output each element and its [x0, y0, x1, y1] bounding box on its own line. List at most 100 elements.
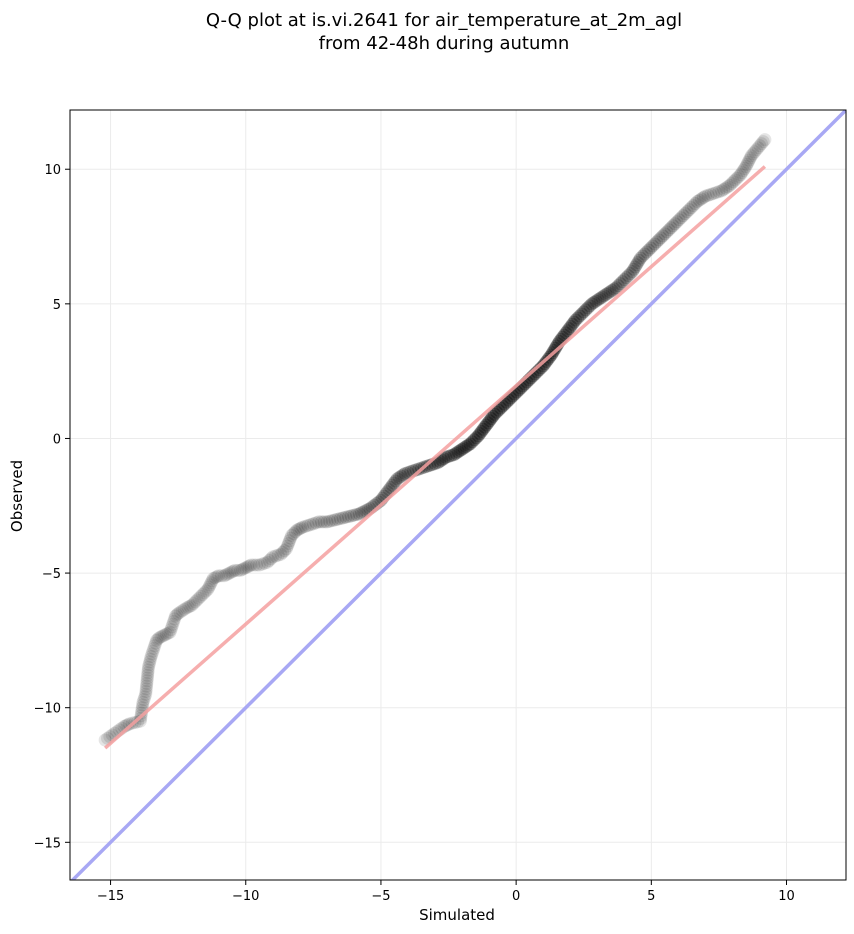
qq-point: [728, 173, 742, 187]
qq-point: [195, 588, 209, 602]
qq-point: [186, 597, 200, 611]
qq-point: [325, 514, 339, 528]
qq-point: [538, 357, 552, 371]
qq-point: [309, 516, 323, 530]
qq-point: [437, 452, 451, 466]
qq-point: [715, 184, 729, 198]
qq-point: [698, 189, 712, 203]
fit-line: [103, 165, 767, 750]
identity-line: [70, 110, 846, 880]
qq-point: [247, 558, 261, 572]
qq-point: [166, 617, 180, 631]
qq-point: [283, 534, 297, 548]
qq-point: [210, 570, 224, 584]
qq-point: [170, 608, 184, 622]
qq-point: [164, 623, 178, 637]
qq-point: [732, 169, 746, 183]
qq-point: [682, 203, 696, 217]
qq-point: [194, 589, 208, 603]
qq-point: [621, 269, 635, 283]
qq-point: [603, 285, 617, 299]
qq-point: [738, 162, 752, 176]
qq-point: [121, 718, 135, 732]
qq-point: [581, 301, 595, 315]
qq-point: [459, 440, 473, 454]
axis-ticks: −15 −10 −5 0 5 10 −15 −10 −5 0 5 10: [34, 163, 795, 904]
qq-point: [447, 448, 461, 462]
qq-point: [141, 663, 155, 677]
qq-point: [168, 612, 182, 626]
qq-point: [548, 341, 562, 355]
qq-point: [561, 324, 575, 338]
qq-point: [159, 627, 173, 641]
qq-point: [212, 569, 226, 583]
qq-point: [631, 256, 645, 270]
qq-point: [204, 576, 218, 590]
qq-point: [145, 647, 159, 661]
qq-point: [339, 510, 353, 524]
qq-point: [323, 514, 337, 528]
qq-point: [320, 515, 334, 529]
qq-point: [336, 511, 350, 525]
qq-point: [627, 262, 641, 276]
x-axis-label: Simulated: [419, 906, 495, 924]
qq-point: [662, 223, 676, 237]
qq-point: [219, 568, 233, 582]
plot-frame: [69, 109, 847, 881]
qq-point: [223, 566, 237, 580]
qq-point: [463, 437, 477, 451]
qq-point: [573, 309, 587, 323]
qq-point: [203, 578, 217, 592]
y-tick-label: 0: [53, 432, 61, 447]
qq-point: [183, 599, 197, 613]
qq-point: [138, 690, 152, 704]
qq-point: [686, 199, 700, 213]
qq-point: [439, 450, 453, 464]
qq-point: [167, 615, 181, 629]
qq-point: [389, 474, 403, 488]
qq-point: [623, 267, 637, 281]
qq-point: [632, 253, 646, 267]
qq-point: [202, 580, 216, 594]
qq-point: [148, 639, 162, 653]
qq-point: [442, 449, 456, 463]
chart-title-line-2: from 42-48h during autumn: [319, 33, 570, 54]
qq-point: [638, 247, 652, 261]
qq-point: [266, 550, 280, 564]
qq-point: [591, 293, 605, 307]
qq-point: [453, 444, 467, 458]
qq-point: [296, 520, 310, 534]
qq-point: [451, 445, 465, 459]
qq-point: [141, 668, 155, 682]
y-tick-label: −5: [42, 567, 61, 582]
y-tick-label: −15: [34, 836, 61, 851]
qq-point: [734, 168, 748, 182]
qq-point: [615, 275, 629, 289]
qq-point: [571, 311, 585, 325]
qq-point: [613, 277, 627, 291]
qq-point: [423, 458, 437, 472]
qq-point: [205, 574, 219, 588]
qq-point: [185, 598, 199, 612]
qq-point: [224, 565, 238, 579]
qq-point: [290, 523, 304, 537]
qq-point: [444, 449, 458, 463]
qq-point: [274, 547, 288, 561]
qq-point: [735, 166, 749, 180]
qq-point: [341, 510, 355, 524]
qq-point: [642, 243, 656, 257]
qq-point: [564, 319, 578, 333]
qq-point: [264, 552, 278, 566]
qq-point: [385, 478, 399, 492]
qq-point: [398, 466, 412, 480]
qq-point: [609, 281, 623, 295]
qq-point: [139, 685, 153, 699]
qq-point: [719, 181, 733, 195]
qq-point: [743, 151, 757, 165]
qq-point: [140, 679, 154, 693]
chart-title-line-1: Q-Q plot at is.vi.2641 for air_temperatu…: [206, 10, 682, 31]
qq-point: [158, 628, 172, 642]
qq-point: [149, 636, 163, 650]
qq-point: [268, 549, 282, 563]
qq-point: [151, 632, 165, 646]
